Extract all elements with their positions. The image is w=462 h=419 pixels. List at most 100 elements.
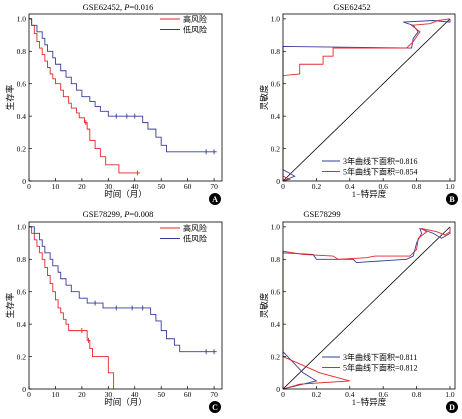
x-tick-label: 20 [78,390,86,399]
panel-label: B [449,195,455,204]
y-tick-label: 0.6 [17,288,27,297]
y-tick-label: 0.4 [271,320,281,329]
x-tick-label: 0.4 [345,390,355,399]
legend-label: 5年曲线下面积=0.854 [343,166,418,176]
y-tick-label: 0.8 [271,255,281,264]
y-tick-label: 0 [22,177,26,186]
chart-title: GSE62452, P=0.016 [83,2,154,12]
y-tick-label: 0.6 [17,80,27,89]
panel-label-badge [446,193,458,205]
x-tick-label: 0 [281,390,285,399]
panel-d: GSE78299 0 0.2 0.4 0.6 0.8 1.0 0 0.2 0.4 0.6 0.8 1.0… [259,209,458,413]
y-tick-label: 1.0 [271,223,281,232]
panel-label: C [212,403,218,412]
plot-frame [28,221,223,390]
y-tick-label: 0.2 [17,352,27,361]
y-tick-label: 0.4 [271,112,281,121]
reference-diagonal-line [282,226,451,390]
x-tick-label: 70 [210,182,218,191]
y-tick-label: 0.8 [271,47,281,56]
x-tick-label: 30 [105,390,113,399]
x-tick-label: 30 [105,182,113,191]
survival-curve-1 [29,18,141,174]
y-tick-label: 1.0 [271,15,281,24]
panel-b: GSE62452 0 0.2 0.4 0.6 0.8 1.0 0 0.2 0.4 0.6 0.8 1.0… [259,2,458,205]
x-tick-label: 1.0 [445,390,455,399]
roc-curve-1 [282,226,451,390]
x-tick-label: 0.4 [345,182,355,191]
legend-label: 5年曲线下面积=0.812 [343,362,418,372]
y-tick-label: 0.6 [271,80,281,89]
x-tick-label: 50 [157,182,165,191]
panel-label-badge [446,401,458,413]
x-tick-label: 10 [52,182,60,191]
panel-label-badge [209,401,221,413]
legend-label: 3年曲线下面积=0.816 [343,156,418,166]
chart-title: GSE62452 [333,2,370,12]
y-axis-label: 灵敏度 [259,292,269,318]
legend-label: 高风险 [183,223,207,233]
x-tick-label: 40 [131,182,139,191]
chart-title: GSE78299 [303,209,340,219]
x-tick-label: 0.2 [312,182,322,191]
roc-curve-2 [282,226,451,390]
x-tick-label: 0 [27,390,31,399]
x-axis-label: 时间（月） [104,397,147,407]
y-tick-label: 0.4 [17,112,27,121]
x-tick-label: 10 [52,390,60,399]
survival-curve-2 [29,226,217,353]
x-tick-label: 40 [131,390,139,399]
y-tick-label: 0 [276,385,280,394]
panel-label-badge [209,193,221,205]
y-tick-label: 0 [22,385,26,394]
y-tick-label: 1.0 [17,223,27,232]
y-tick-label: 0 [276,177,280,186]
y-tick-label: 0.2 [271,352,281,361]
x-axis-label: 1−特异度 [352,189,387,199]
x-tick-label: 1.0 [445,182,455,191]
x-tick-label: 60 [184,390,192,399]
panel-c: GSE78299, P=0.008 0 10 20 30 40 50 60 70 0 0.2 0.4 0… [5,209,223,413]
reference-diagonal-line [282,18,451,182]
y-axis-label: 生存率 [5,84,15,110]
y-axis-label: 灵敏度 [259,84,269,110]
y-tick-label: 0.6 [271,288,281,297]
panel-label: A [212,195,218,204]
x-tick-label: 50 [157,390,165,399]
survival-curve-2 [29,18,217,153]
y-tick-label: 0.2 [17,144,27,153]
x-tick-label: 0.6 [379,390,389,399]
y-tick-label: 1.0 [17,15,27,24]
panel-label: D [449,403,455,412]
plot-frame [282,13,456,182]
x-axis-label: 1−特异度 [352,397,387,407]
x-tick-label: 60 [184,182,192,191]
legend-label: 高风险 [183,14,207,24]
panel-a: GSE62452, P=0.016 0 10 20 30 40 50 60 70 0 0.2 0.4 0… [5,2,223,205]
legend-label: 低风险 [183,24,207,34]
y-axis-label: 生存率 [5,292,15,318]
x-tick-label: 0.8 [412,390,422,399]
legend-label: 低风险 [183,233,207,243]
x-tick-label: 0.6 [379,182,389,191]
y-tick-label: 0.2 [271,144,281,153]
x-tick-label: 70 [210,390,218,399]
legend-label: 3年曲线下面积=0.811 [343,352,417,362]
plot-frame [28,13,223,182]
x-tick-label: 0 [281,182,285,191]
x-tick-label: 0 [27,182,31,191]
chart-title: GSE78299, P=0.008 [83,209,154,219]
roc-curve-1 [282,18,451,182]
x-tick-label: 0.2 [312,390,322,399]
y-tick-label: 0.8 [17,255,27,264]
x-axis-label: 时间（月） [104,189,147,199]
survival-curve-1 [29,226,115,389]
y-tick-label: 0.8 [17,47,27,56]
plot-frame [282,221,456,390]
